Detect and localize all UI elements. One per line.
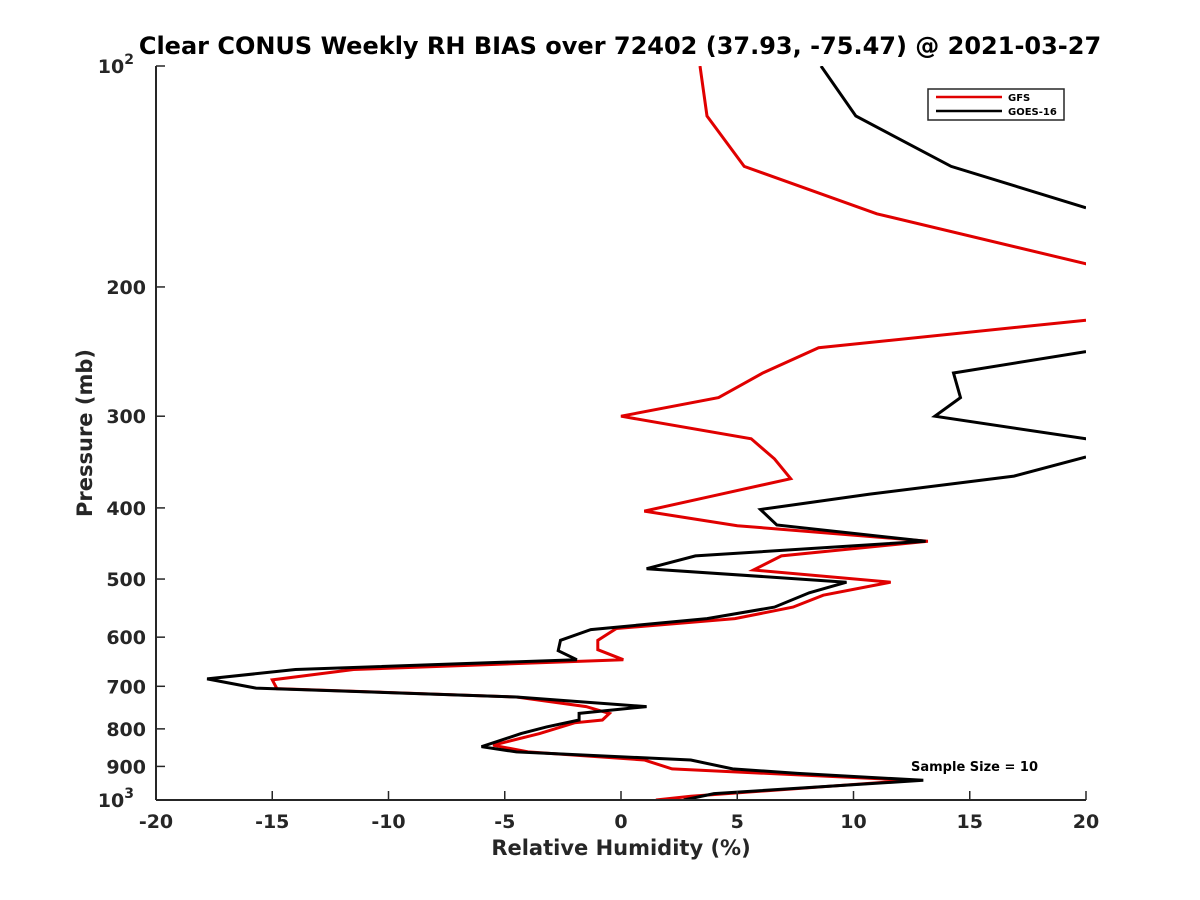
x-tick-label: 20 [1073,811,1099,833]
x-ticks: -20 -15 -10 -5 0 5 10 15 20 [139,791,1099,833]
x-tick-label: 0 [614,811,627,833]
series-layer [206,66,1086,800]
x-tick-label: -15 [255,811,289,833]
x-tick-label: 5 [731,811,744,833]
y-tick-label: 102 [98,52,134,78]
y-tick-label: 500 [106,569,146,591]
x-tick-label: -10 [371,811,405,833]
sample-size-annotation: Sample Size = 10 [911,760,1038,775]
plot-area [156,66,1086,800]
y-axis-label: Pressure (mb) [73,349,97,517]
y-tick-label: 900 [106,756,146,778]
legend: GFS GOES-16 [927,88,1065,121]
legend-label-gfs: GFS [1008,93,1030,104]
y-tick-label: 700 [106,676,146,698]
x-tick-label: 15 [957,811,983,833]
series-line-gfs [269,66,1086,800]
x-tick-label: 10 [840,811,866,833]
x-axis-label: Relative Humidity (%) [491,836,750,860]
y-tick-label: 400 [106,498,146,520]
y-tick-label: 200 [106,277,146,299]
x-tick-label: -20 [139,811,173,833]
y-tick-label: 600 [106,627,146,649]
x-tick-label: -5 [494,811,515,833]
chart-title: Clear CONUS Weekly RH BIAS over 72402 (3… [139,32,1101,60]
y-ticks: 102 200 300 400 500 600 700 800 900 103 [98,52,165,812]
plot-background [156,66,1086,800]
y-tick-label: 300 [106,406,146,428]
series-line-goes16 [206,66,1086,800]
y-tick-label: 103 [98,786,134,812]
legend-label-goes16: GOES-16 [1008,107,1057,118]
legend-box [927,88,1065,121]
y-tick-label: 800 [106,719,146,741]
